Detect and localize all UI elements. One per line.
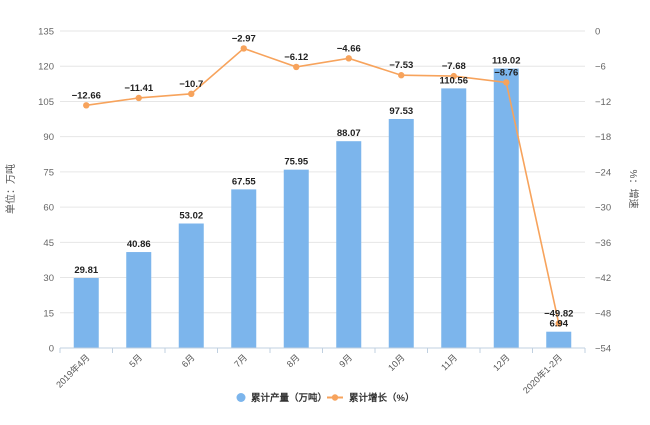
y-left-tick-label: 45 [43,238,54,249]
y-left-tick-label: 120 [38,62,54,73]
line-value-label: −8.76 [494,67,518,78]
line-point [293,63,300,71]
x-tick-label: 2019年4月 [53,352,91,390]
bar-series [73,68,572,349]
y-right-tick-label: −42 [595,273,611,284]
legend-label-production: 累计产量（万吨） [251,392,327,404]
y-right-tick-label: −6 [595,62,606,73]
bar [178,223,204,348]
bar-value-label: 6.94 [550,319,569,330]
bar-value-label: 110.56 [439,75,468,86]
line-point [345,55,352,62]
x-tick-label: 10月 [386,352,407,373]
line-value-label: −4.66 [337,43,361,54]
line-value-label: −11.41 [124,83,154,94]
line-point [240,45,247,52]
y-right-tick-label: −12 [595,97,611,108]
y-left-tick-label: 60 [43,203,54,214]
line-point [188,90,195,98]
bar-value-label: 40.86 [127,239,151,250]
axes: 0 15 30 45 60 75 90 105 120 135 0 −6 −12 −18 −24 −30 −36… [4,27,640,396]
y-right-tick-label: −30 [595,203,611,214]
x-tick-label: 7月 [232,352,249,369]
bar [283,169,309,348]
line-value-label: −10.7 [179,79,203,90]
y-right-tick-label: −48 [595,308,611,319]
x-tick-label: 2020年1-2月 [520,352,564,396]
legend-marker-production [236,393,246,402]
line-value-label: −6.12 [284,52,308,63]
growth-line [86,47,560,324]
line-value-label: −49.82 [544,308,573,319]
legend-label-growth: 累计增长（%） [349,392,414,404]
x-tick-label: 12月 [491,352,512,373]
line-value-label: −7.53 [389,60,413,71]
bar-value-label: 88.07 [337,128,361,139]
data-labels: 29.81 40.86 53.02 67.55 75.95 88.07 97.53 110.5… [72,33,574,329]
bar [441,88,467,349]
y-left-tick-label: 75 [43,167,54,178]
bar [231,189,257,348]
bar [388,118,414,348]
y-right-tick-label: −24 [595,167,611,178]
x-tick-label: 11月 [439,352,459,372]
y-left-tick-label: 135 [38,27,54,38]
y-left-tick-label: 105 [38,97,54,108]
legend-item-growth[interactable]: 累计增长（%） [327,392,414,404]
x-tick-label: 8月 [285,352,302,369]
y-right-axis-title: %：增速 [627,170,640,209]
bar-value-label: 75.95 [284,157,308,168]
x-tick-label: 9月 [337,352,354,369]
y-right-tick-label: −36 [595,238,611,249]
y-left-tick-label: 90 [43,132,54,143]
bar [546,331,572,348]
bar-value-label: 67.55 [232,176,256,187]
y-right-tick-label: −54 [595,344,611,355]
legend[interactable]: 累计产量（万吨） 累计增长（%） [236,392,415,404]
bar [493,68,519,348]
bar [336,141,362,348]
y-left-tick-label: 0 [49,344,54,355]
bar-value-label: 53.02 [179,211,203,222]
legend-marker-growth [331,394,339,401]
line-point [135,94,142,102]
bar [126,252,152,348]
line-point [398,72,405,79]
y-right-tick-label: −18 [595,132,611,143]
bar-value-label: 29.81 [74,265,98,276]
y-left-axis-title: 单位：万吨 [4,164,17,214]
y-left-tick-label: 15 [43,308,54,319]
x-tick-label: 5月 [127,352,144,369]
line-point [450,72,457,80]
line-point [503,79,510,86]
line-value-label: −2.97 [232,33,256,44]
y-right-tick-label: 0 [595,27,600,38]
line-value-label: −7.68 [442,61,466,72]
line-value-label: −12.66 [72,90,101,101]
y-left-tick-label: 30 [43,273,54,284]
legend-item-production[interactable]: 累计产量（万吨） [236,392,328,404]
x-tick-label: 6月 [180,352,197,369]
line-point [83,102,90,109]
bar-value-label: 119.02 [492,56,521,67]
bar [73,278,99,348]
bar-value-label: 97.53 [389,106,413,117]
line-series [83,45,562,327]
line-point [555,320,562,327]
